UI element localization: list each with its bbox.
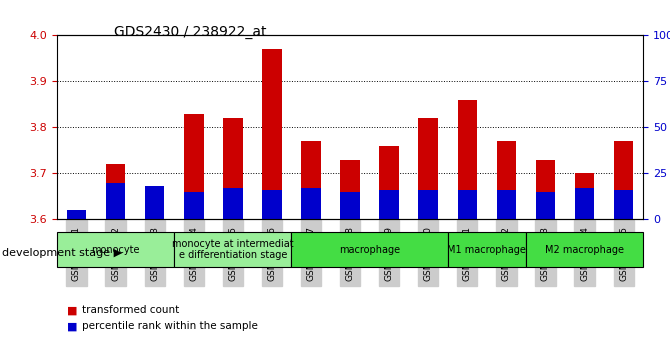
Bar [262, 190, 281, 219]
Bar [536, 160, 555, 219]
Bar [145, 192, 164, 219]
Bar [419, 118, 438, 219]
Text: percentile rank within the sample: percentile rank within the sample [82, 321, 257, 331]
Text: development stage ▶: development stage ▶ [2, 248, 122, 258]
Bar [496, 141, 516, 219]
Bar [419, 190, 438, 219]
Text: monocyte at intermediat
e differentiation stage: monocyte at intermediat e differentiatio… [172, 239, 293, 261]
Bar [106, 164, 125, 219]
Bar [496, 190, 516, 219]
Bar [67, 215, 86, 219]
Bar [575, 188, 594, 219]
FancyBboxPatch shape [526, 232, 643, 267]
Bar [575, 173, 594, 219]
Bar [184, 192, 204, 219]
FancyBboxPatch shape [291, 232, 448, 267]
Bar [302, 141, 321, 219]
Bar [302, 188, 321, 219]
FancyBboxPatch shape [174, 232, 291, 267]
FancyBboxPatch shape [448, 232, 526, 267]
Text: macrophage: macrophage [339, 245, 400, 255]
Text: M1 macrophage: M1 macrophage [448, 245, 527, 255]
Bar [379, 146, 399, 219]
Bar [106, 183, 125, 219]
Bar [340, 160, 360, 219]
Text: monocyte: monocyte [91, 245, 140, 255]
FancyBboxPatch shape [57, 232, 174, 267]
Bar [223, 188, 243, 219]
Bar [458, 190, 477, 219]
Bar [223, 118, 243, 219]
Text: M2 macrophage: M2 macrophage [545, 245, 624, 255]
Text: GDS2430 / 238922_at: GDS2430 / 238922_at [114, 25, 267, 39]
Bar [379, 190, 399, 219]
Bar [67, 210, 86, 219]
Bar [614, 141, 633, 219]
Bar [340, 192, 360, 219]
Text: ■: ■ [67, 305, 78, 315]
Bar [536, 192, 555, 219]
Text: transformed count: transformed count [82, 305, 179, 315]
Text: ■: ■ [67, 321, 78, 331]
Bar [458, 100, 477, 219]
Bar [145, 186, 164, 219]
Bar [614, 190, 633, 219]
Bar [262, 49, 281, 219]
Bar [184, 114, 204, 219]
